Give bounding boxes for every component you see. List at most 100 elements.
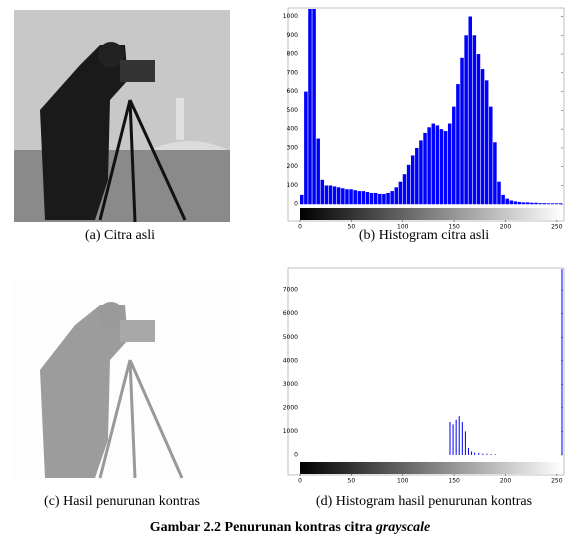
y-tick-label: 2000	[283, 404, 298, 411]
bar	[461, 421, 463, 455]
bar	[373, 192, 378, 205]
bar	[538, 203, 542, 205]
bar	[460, 57, 464, 205]
bar	[482, 453, 484, 455]
x-tick-label: 100	[397, 478, 409, 485]
bar	[320, 179, 325, 205]
bar	[464, 35, 468, 205]
bar	[489, 106, 493, 205]
bar	[386, 192, 390, 205]
bar	[546, 203, 551, 205]
bar	[517, 201, 522, 205]
gray-ramp	[300, 462, 563, 474]
bar	[468, 16, 472, 205]
y-tick-label: 1000	[283, 13, 298, 20]
y-tick-label: 0	[294, 451, 298, 458]
bar	[534, 202, 538, 205]
x-tick-label: 50	[348, 224, 356, 231]
bar	[476, 54, 481, 205]
caption: (a) Citra asli	[85, 228, 155, 243]
bar	[316, 138, 320, 205]
bar	[406, 164, 411, 205]
bar	[447, 123, 452, 205]
y-tick-label: 200	[287, 163, 299, 170]
y-tick-label: 700	[287, 69, 299, 76]
y-tick-label: 3000	[283, 381, 298, 388]
bar	[530, 202, 534, 205]
x-tick-label: 0	[298, 478, 302, 485]
bar	[427, 127, 431, 205]
x-tick-label: 150	[448, 478, 460, 485]
bar	[472, 35, 477, 205]
bar	[509, 200, 514, 205]
bar	[431, 123, 436, 205]
bar	[464, 431, 466, 455]
bar	[304, 91, 308, 205]
caption-text: Gambar 2.2 Penurunan kontras citra	[149, 520, 376, 535]
x-tick-label: 200	[500, 224, 512, 231]
bar	[435, 125, 440, 205]
bar	[558, 203, 563, 205]
y-tick-label: 6000	[283, 310, 298, 317]
bar	[452, 106, 456, 205]
x-tick-label: 100	[397, 224, 409, 231]
bar	[449, 421, 451, 455]
y-tick-label: 5000	[283, 334, 298, 341]
bar	[419, 140, 423, 205]
bar	[550, 203, 555, 205]
bar	[542, 203, 546, 205]
bar	[415, 147, 419, 205]
y-tick-label: 900	[287, 32, 299, 39]
bar	[484, 80, 489, 205]
bar	[471, 451, 473, 455]
x-tick-label: 0	[298, 224, 302, 231]
bar	[402, 174, 407, 205]
plot-frame	[287, 267, 565, 476]
bar	[353, 190, 357, 205]
bar	[526, 202, 530, 205]
y-tick-label: 500	[287, 107, 299, 114]
bar	[336, 187, 341, 205]
bar	[497, 181, 501, 205]
bar	[378, 193, 382, 205]
bar	[505, 198, 509, 205]
bar	[521, 202, 526, 205]
y-tick-label: 300	[287, 144, 299, 151]
bar	[561, 269, 563, 455]
bar	[455, 419, 457, 455]
bar	[394, 187, 399, 205]
bar	[493, 142, 497, 205]
bar	[369, 192, 374, 205]
bar	[513, 201, 518, 205]
x-tick-label: 250	[551, 224, 563, 231]
y-tick-label: 0	[294, 201, 298, 208]
x-tick-label: 250	[551, 478, 563, 485]
bar	[328, 185, 333, 205]
bar	[312, 9, 316, 205]
caption-emphasis: grayscale	[375, 520, 431, 535]
bar	[486, 453, 488, 455]
bar	[474, 452, 476, 455]
gray-ramp	[300, 208, 563, 220]
y-tick-label: 800	[287, 51, 299, 58]
bar	[410, 155, 415, 205]
bar	[478, 453, 480, 455]
caption: (b) Histogram citra asli	[358, 228, 490, 243]
caption: (c) Hasil penurunan kontras	[44, 494, 200, 509]
bar	[443, 131, 448, 205]
x-tick-label: 150	[448, 224, 460, 231]
caption: (d) Histogram hasil penurunan kontras	[315, 494, 533, 509]
y-tick-label: 4000	[283, 357, 298, 364]
bar	[501, 194, 505, 205]
bar	[345, 189, 349, 205]
figure-caption: Gambar 2.2 Penurunan kontras citra grays…	[150, 520, 431, 536]
bar	[467, 447, 469, 455]
y-tick-label: 100	[287, 182, 299, 189]
bar	[365, 192, 370, 205]
bar	[439, 129, 444, 205]
bar	[300, 194, 304, 205]
bar	[382, 193, 386, 205]
y-tick-label: 1000	[283, 428, 298, 435]
